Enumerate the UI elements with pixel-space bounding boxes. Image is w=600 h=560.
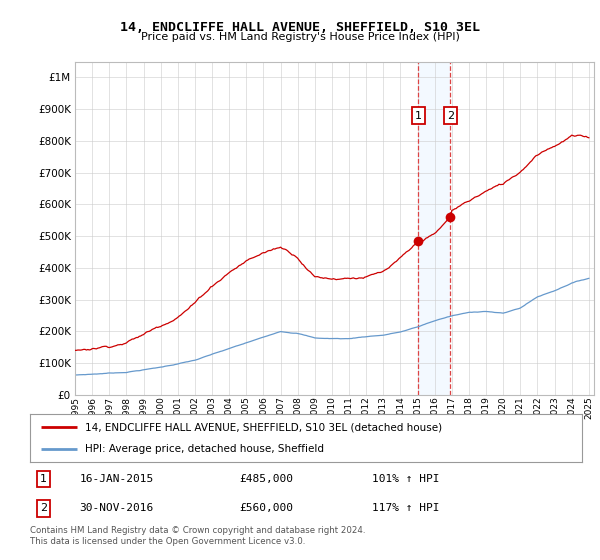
Text: 1: 1 — [415, 110, 422, 120]
Text: Contains HM Land Registry data © Crown copyright and database right 2024.
This d: Contains HM Land Registry data © Crown c… — [30, 526, 365, 546]
Text: Price paid vs. HM Land Registry's House Price Index (HPI): Price paid vs. HM Land Registry's House … — [140, 32, 460, 42]
Text: 117% ↑ HPI: 117% ↑ HPI — [372, 503, 440, 514]
Text: 16-JAN-2015: 16-JAN-2015 — [80, 474, 154, 484]
Text: £560,000: £560,000 — [240, 503, 294, 514]
Text: 14, ENDCLIFFE HALL AVENUE, SHEFFIELD, S10 3EL (detached house): 14, ENDCLIFFE HALL AVENUE, SHEFFIELD, S1… — [85, 422, 442, 432]
Text: 2: 2 — [447, 110, 454, 120]
Text: £485,000: £485,000 — [240, 474, 294, 484]
Text: 30-NOV-2016: 30-NOV-2016 — [80, 503, 154, 514]
Text: 2: 2 — [40, 503, 47, 514]
Text: HPI: Average price, detached house, Sheffield: HPI: Average price, detached house, Shef… — [85, 444, 324, 454]
Bar — [418, 62, 451, 395]
Text: 14, ENDCLIFFE HALL AVENUE, SHEFFIELD, S10 3EL: 14, ENDCLIFFE HALL AVENUE, SHEFFIELD, S1… — [120, 21, 480, 34]
Text: 1: 1 — [40, 474, 47, 484]
Text: 101% ↑ HPI: 101% ↑ HPI — [372, 474, 440, 484]
